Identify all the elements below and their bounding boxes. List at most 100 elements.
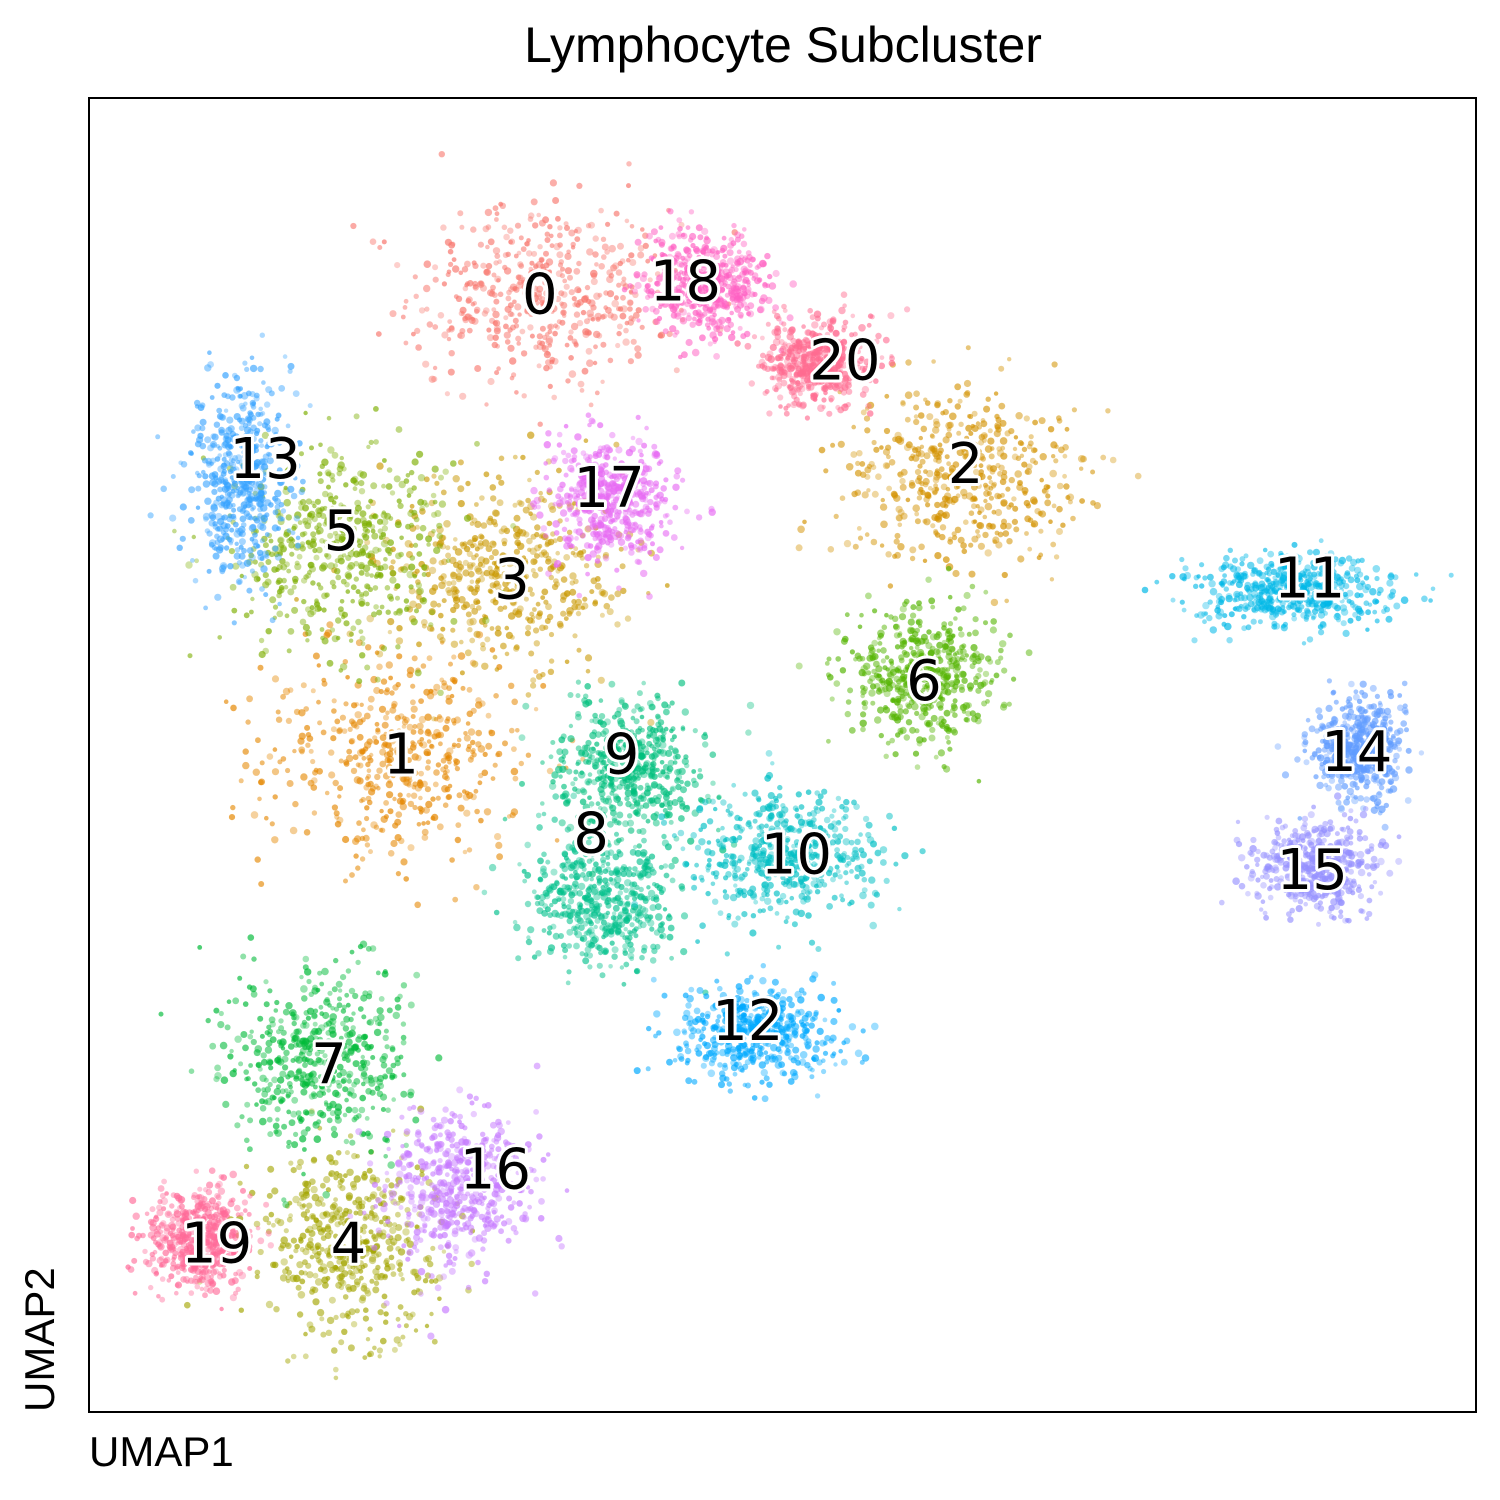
scatter-point [330, 735, 337, 742]
scatter-point [547, 343, 553, 348]
scatter-point [556, 467, 562, 474]
scatter-point [605, 910, 611, 916]
scatter-point [480, 262, 487, 269]
scatter-point [607, 357, 614, 364]
scatter-point [972, 616, 979, 623]
scatter-point [552, 197, 560, 204]
scatter-point [493, 909, 500, 916]
scatter-point [219, 1041, 228, 1050]
scatter-point [547, 668, 555, 675]
scatter-point [649, 703, 656, 711]
scatter-point [304, 968, 312, 976]
scatter-point [383, 1319, 389, 1325]
scatter-point [270, 1261, 277, 1269]
scatter-point [337, 988, 343, 993]
scatter-point [988, 680, 994, 685]
scatter-point [321, 967, 329, 976]
scatter-point [939, 524, 947, 531]
scatter-point [447, 319, 453, 324]
scatter-point [325, 1329, 333, 1337]
scatter-point [1029, 457, 1036, 464]
scatter-point [471, 747, 476, 753]
scatter-point [440, 626, 446, 632]
scatter-point [292, 748, 297, 754]
scatter-point [659, 932, 667, 940]
scatter-point [505, 631, 513, 640]
scatter-point [414, 1224, 420, 1229]
scatter-point [954, 403, 961, 410]
scatter-point [468, 570, 475, 578]
scatter-point [590, 317, 596, 322]
scatter-point [438, 151, 445, 158]
scatter-point [350, 222, 357, 230]
scatter-point [462, 849, 468, 855]
scatter-point [594, 390, 600, 396]
scatter-point [415, 582, 422, 589]
scatter-point [355, 1047, 361, 1053]
scatter-point [593, 344, 598, 350]
scatter-point [411, 1289, 418, 1296]
scatter-point [467, 564, 474, 571]
scatter-point [359, 749, 366, 755]
scatter-point [1031, 498, 1038, 505]
scatter-point [948, 657, 953, 663]
scatter-point [1060, 522, 1066, 528]
scatter-point [337, 1183, 343, 1189]
scatter-point [336, 816, 344, 824]
scatter-point [514, 390, 519, 395]
scatter-point [342, 1025, 350, 1032]
scatter-point [347, 1133, 354, 1139]
scatter-point [536, 285, 544, 293]
scatter-point [406, 487, 414, 495]
scatter-point [930, 604, 936, 610]
scatter-point [621, 981, 627, 987]
scatter-point [269, 1094, 276, 1101]
scatter-point [624, 615, 632, 622]
scatter-point [292, 1195, 300, 1204]
scatter-point [285, 1074, 291, 1080]
scatter-point [568, 355, 574, 361]
scatter-point [252, 768, 260, 776]
scatter-point [886, 485, 892, 492]
scatter-point [337, 785, 344, 792]
scatter-point [353, 1078, 361, 1085]
scatter-point [473, 630, 481, 638]
scatter-point [915, 619, 921, 625]
scatter-point [309, 445, 314, 451]
scatter-point [1000, 703, 1008, 711]
scatter-point [577, 749, 586, 757]
scatter-point [385, 763, 393, 771]
scatter-point [963, 591, 971, 600]
scatter-point [471, 517, 478, 524]
scatter-point [498, 479, 505, 486]
scatter-point [486, 327, 492, 333]
scatter-point [933, 457, 939, 463]
scatter-point [425, 765, 431, 771]
scatter-point [615, 269, 623, 276]
scatter-point [418, 770, 424, 777]
scatter-point [990, 598, 999, 607]
scatter-point [925, 576, 932, 583]
scatter-point [386, 791, 394, 799]
scatter-point [896, 669, 902, 674]
scatter-point [400, 1039, 407, 1046]
scatter-point [352, 837, 360, 846]
scatter-point [284, 613, 290, 619]
scatter-point [292, 575, 299, 583]
scatter-point [345, 1106, 353, 1114]
scatter-point [390, 1271, 397, 1277]
scatter-point [416, 822, 422, 827]
scatter-point [544, 542, 550, 548]
scatter-point [491, 341, 498, 349]
scatter-point [274, 1056, 282, 1064]
scatter-point [669, 955, 674, 961]
scatter-point [490, 495, 497, 502]
scatter-point [518, 734, 526, 741]
scatter-point [375, 970, 381, 976]
scatter-point [290, 1032, 297, 1039]
scatter-point [553, 242, 561, 251]
scatter-point [237, 975, 243, 981]
scatter-point [421, 499, 428, 506]
scatter-point [580, 309, 587, 316]
scatter-point [910, 612, 917, 619]
